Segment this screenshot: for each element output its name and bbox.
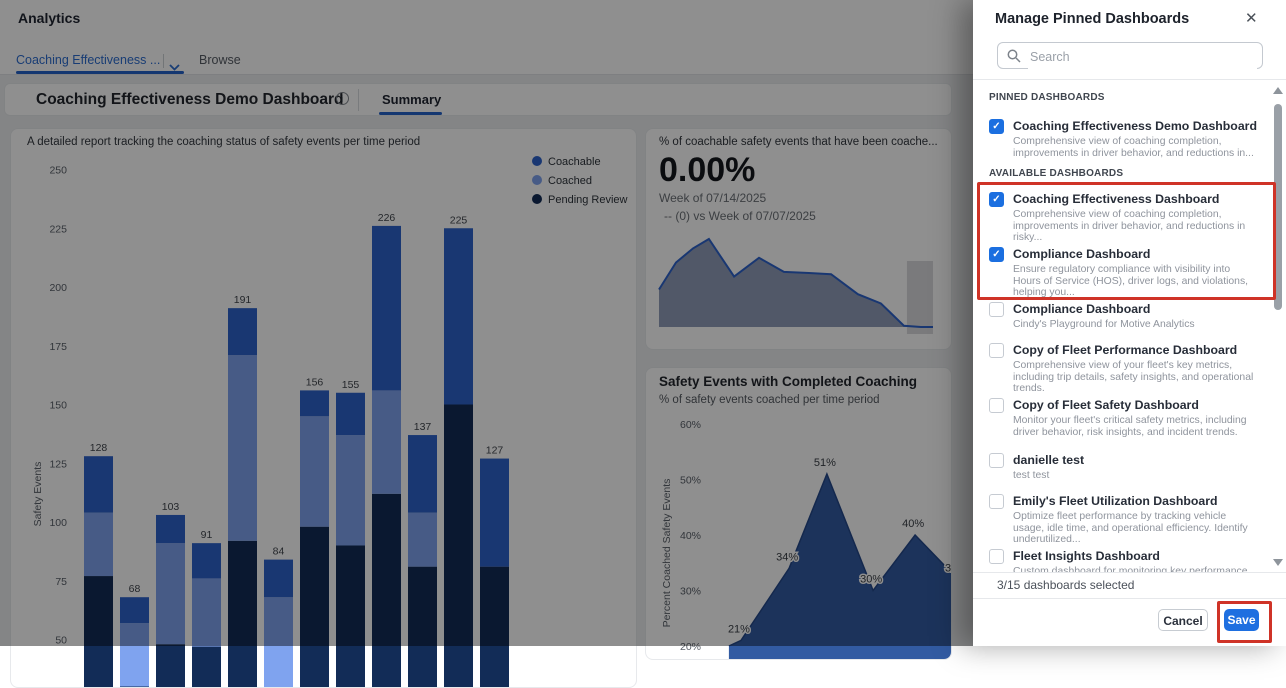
search-icon — [1007, 49, 1021, 63]
search-input[interactable] — [1028, 44, 1257, 69]
section-pinned-dashboards: PINNED DASHBOARDS — [989, 92, 1105, 103]
dashboard-list: PINNED DASHBOARDS AVAILABLE DASHBOARDS ✓… — [973, 84, 1271, 572]
dashboard-checkbox[interactable]: ✓ — [989, 398, 1004, 413]
cancel-button[interactable]: Cancel — [1158, 609, 1208, 631]
dashboard-checkbox[interactable]: ✓ — [989, 549, 1004, 564]
dashboard-item-description: Comprehensive view of your fleet's key m… — [1013, 360, 1257, 395]
search-box — [997, 42, 1263, 69]
dashboard-list-item[interactable]: ✓ danielle test test test — [989, 453, 1267, 482]
dashboard-item-title: Copy of Fleet Performance Dashboard — [1013, 343, 1257, 357]
dashboard-item-description: Comprehensive view of coaching completio… — [1013, 136, 1257, 159]
dashboard-checkbox[interactable]: ✓ — [989, 494, 1004, 509]
section-available-dashboards: AVAILABLE DASHBOARDS — [989, 168, 1123, 179]
dashboard-checkbox[interactable]: ✓ — [989, 119, 1004, 134]
panel-divider — [973, 79, 1286, 80]
selection-status: 3/15 dashboards selected — [997, 578, 1134, 592]
dashboard-item-title: Copy of Fleet Safety Dashboard — [1013, 398, 1257, 412]
dashboard-list-item[interactable]: ✓ Copy of Fleet Safety Dashboard Monitor… — [989, 398, 1267, 438]
dashboard-list-item[interactable]: ✓ Coaching Effectiveness Demo Dashboard … — [989, 119, 1267, 159]
dashboard-item-title: Emily's Fleet Utilization Dashboard — [1013, 494, 1257, 508]
dashboard-list-item[interactable]: ✓ Copy of Fleet Performance Dashboard Co… — [989, 343, 1267, 395]
manage-pinned-dashboards-panel: Manage Pinned Dashboards ✕ PINNED DASHBO… — [973, 0, 1286, 646]
check-icon: ✓ — [990, 120, 1003, 133]
dashboard-list-item[interactable]: ✓ Fleet Insights Dashboard Custom dashbo… — [989, 549, 1267, 572]
dashboard-item-title: Compliance Dashboard — [1013, 302, 1257, 316]
dashboard-list-item[interactable]: ✓ Emily's Fleet Utilization Dashboard Op… — [989, 494, 1267, 546]
dashboard-checkbox[interactable]: ✓ — [989, 343, 1004, 358]
dashboard-item-description: Cindy's Playground for Motive Analytics — [1013, 319, 1257, 331]
annotation-box-available-items — [977, 182, 1276, 300]
dashboard-list-item[interactable]: ✓ Compliance Dashboard Cindy's Playgroun… — [989, 302, 1267, 331]
dashboard-item-title: Fleet Insights Dashboard — [1013, 549, 1257, 563]
dashboard-item-description: Monitor your fleet's critical safety met… — [1013, 415, 1257, 438]
dashboard-item-description: Optimize fleet performance by tracking v… — [1013, 511, 1257, 546]
footer-divider-top — [973, 572, 1286, 573]
dashboard-checkbox[interactable]: ✓ — [989, 453, 1004, 468]
dashboard-item-title: danielle test — [1013, 453, 1257, 467]
dashboard-item-description: test test — [1013, 470, 1257, 482]
scrollbar-down-arrow[interactable] — [1273, 559, 1283, 566]
close-icon[interactable]: ✕ — [1245, 9, 1258, 27]
modal-backdrop — [0, 0, 973, 646]
annotation-box-save-button — [1217, 601, 1272, 643]
footer-divider-bottom — [973, 598, 1286, 599]
dashboard-checkbox[interactable]: ✓ — [989, 302, 1004, 317]
dashboard-item-title: Coaching Effectiveness Demo Dashboard — [1013, 119, 1257, 133]
panel-title: Manage Pinned Dashboards — [995, 11, 1189, 27]
scrollbar-up-arrow[interactable] — [1273, 87, 1283, 94]
